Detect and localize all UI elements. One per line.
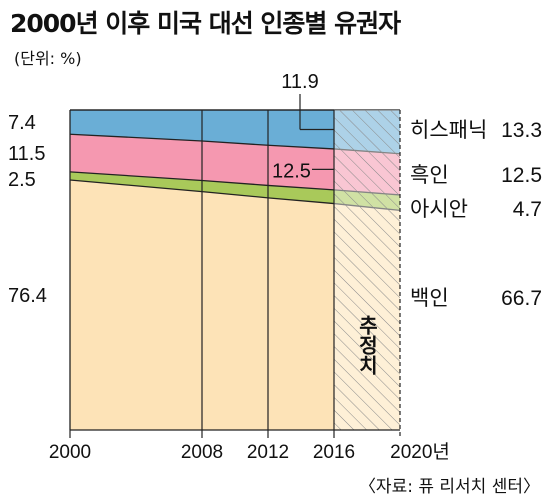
callout-label-hispanic: 11.9 [281, 71, 318, 93]
end-value-asian: 4.7 [513, 198, 542, 221]
x-tick-label: 2012 [247, 442, 289, 463]
x-tick-label: 2020년 [390, 441, 450, 463]
legend-name-black: 흑인 [410, 164, 449, 187]
end-value-white: 66.7 [501, 287, 542, 310]
estimate-label: 추정치 [355, 315, 377, 375]
start-label-black: 11.5 [8, 143, 45, 165]
area-hispanic [70, 110, 400, 154]
end-value-black: 12.5 [501, 164, 542, 187]
estimate-hatch [334, 110, 400, 430]
legend-name-hispanic: 히스패닉 [410, 119, 487, 142]
legend-name-white: 백인 [410, 287, 449, 310]
x-tick-label: 2016 [313, 442, 355, 463]
start-label-hispanic: 7.4 [8, 112, 36, 134]
callout-label-black: 12.5 [272, 160, 311, 182]
area-black [70, 134, 400, 195]
start-label-asian: 2.5 [8, 169, 36, 191]
unit-label: (단위: %) [14, 49, 82, 68]
legend-name-asian: 아시안 [410, 198, 468, 221]
source-note: 〈자료: 퓨 리서치 센터〉 [358, 477, 540, 497]
area-asian [70, 171, 400, 211]
x-tick-label: 2000 [49, 442, 91, 463]
end-value-hispanic: 13.3 [501, 119, 542, 142]
chart-title: 2000년 이후 미국 대선 인종별 유권자 [10, 9, 401, 38]
start-label-white: 76.4 [8, 285, 47, 307]
x-tick-label: 2008 [181, 442, 223, 463]
area-white [70, 180, 400, 430]
